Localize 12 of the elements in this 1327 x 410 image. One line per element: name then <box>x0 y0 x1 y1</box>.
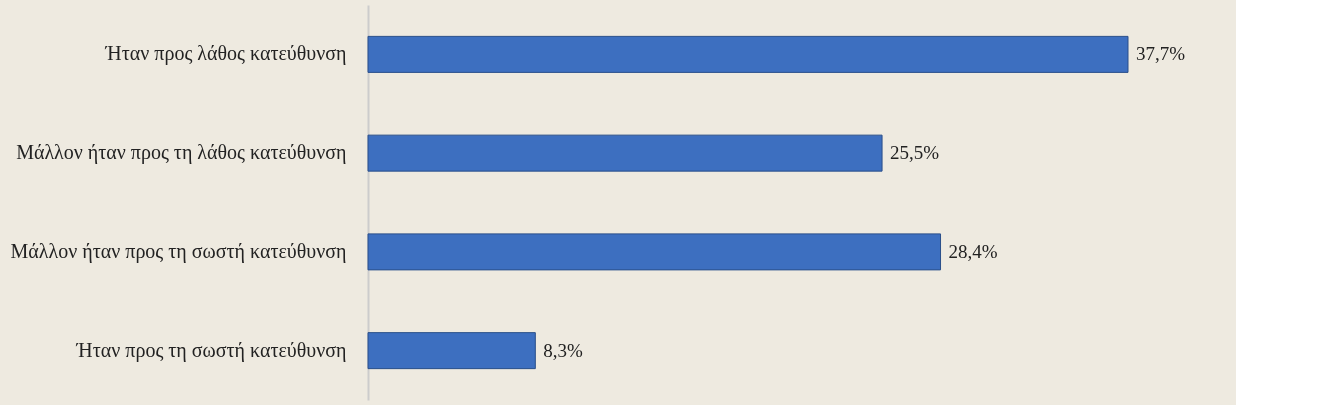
data-label: 37,7% <box>1136 43 1186 65</box>
data-label: 28,4% <box>948 240 998 262</box>
data-label: 8,3% <box>543 339 584 361</box>
bar <box>367 332 536 370</box>
bar <box>367 35 1129 73</box>
bar <box>367 233 942 271</box>
bar <box>367 134 883 172</box>
y-tick-label: Ήταν προς λάθος κατεύθυνση <box>104 42 347 66</box>
y-tick-label: Μάλλον ήταν προς τη σωστή κατεύθυνση <box>10 239 347 263</box>
y-tick-label: Ήταν προς τη σωστή κατεύθυνση <box>75 338 347 362</box>
data-label: 25,5% <box>890 142 940 164</box>
y-tick-label: Μάλλον ήταν προς τη λάθος κατεύθυνση <box>16 141 347 165</box>
